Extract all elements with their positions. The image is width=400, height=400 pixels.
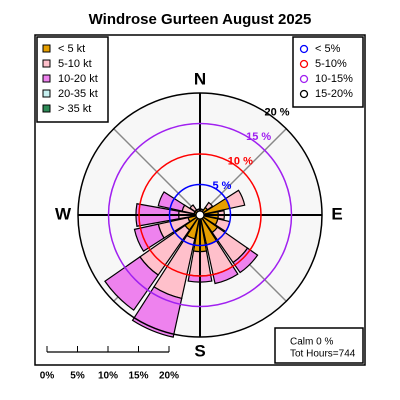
ring bbox=[138, 153, 262, 277]
ring-label: 20 % bbox=[264, 107, 289, 119]
legend-swatch bbox=[42, 59, 51, 68]
legend-swatch bbox=[42, 74, 51, 83]
scale-label: 15% bbox=[128, 371, 148, 382]
ring bbox=[77, 92, 323, 338]
sector bbox=[104, 256, 159, 311]
legend-label: 20-35 kt bbox=[58, 88, 98, 100]
calm-box bbox=[274, 327, 364, 364]
center bbox=[195, 210, 205, 220]
compass-label: N bbox=[194, 69, 206, 88]
calm-text: Calm 0 % bbox=[290, 337, 333, 348]
sector bbox=[157, 191, 186, 212]
total-text: Tot Hours=744 bbox=[290, 349, 356, 360]
legend-swatch bbox=[42, 89, 51, 98]
chart-title: Windrose Gurteen August 2025 bbox=[89, 11, 312, 28]
scale-label: 10% bbox=[98, 371, 118, 382]
frame bbox=[34, 34, 366, 366]
compass-label: S bbox=[194, 341, 205, 360]
legend-swatch bbox=[42, 104, 51, 113]
ring-legend-label: < 5% bbox=[315, 43, 341, 55]
compass-label: E bbox=[331, 204, 342, 223]
scale-label: 5% bbox=[70, 371, 85, 382]
ring-legend-marker bbox=[299, 89, 309, 99]
ring bbox=[107, 122, 293, 308]
ring-legend-marker bbox=[299, 44, 309, 54]
scale-label: 0% bbox=[40, 371, 55, 382]
ring-legend-marker bbox=[299, 74, 309, 84]
scale-label: 20% bbox=[159, 371, 179, 382]
ring-legend-label: 5-10% bbox=[315, 58, 347, 70]
legend-swatch bbox=[42, 44, 51, 53]
sector bbox=[232, 247, 259, 274]
legend-label: > 35 kt bbox=[58, 103, 91, 115]
legend-label: 10-20 kt bbox=[58, 73, 98, 85]
ring-legend-label: 15-20% bbox=[315, 88, 353, 100]
sector bbox=[133, 223, 165, 253]
ring-legend-marker bbox=[299, 59, 309, 69]
ring-legend-label: 10-15% bbox=[315, 73, 353, 85]
legend-label: 5-10 kt bbox=[58, 58, 92, 70]
ring-label: 5 % bbox=[212, 180, 231, 192]
sector bbox=[189, 204, 198, 213]
ring bbox=[168, 183, 232, 247]
compass-label: W bbox=[55, 204, 72, 223]
ring-legend-box bbox=[292, 36, 364, 108]
ring-label: 10 % bbox=[228, 155, 253, 167]
legend-label: < 5 kt bbox=[58, 43, 85, 55]
ring-label: 15 % bbox=[246, 131, 271, 143]
